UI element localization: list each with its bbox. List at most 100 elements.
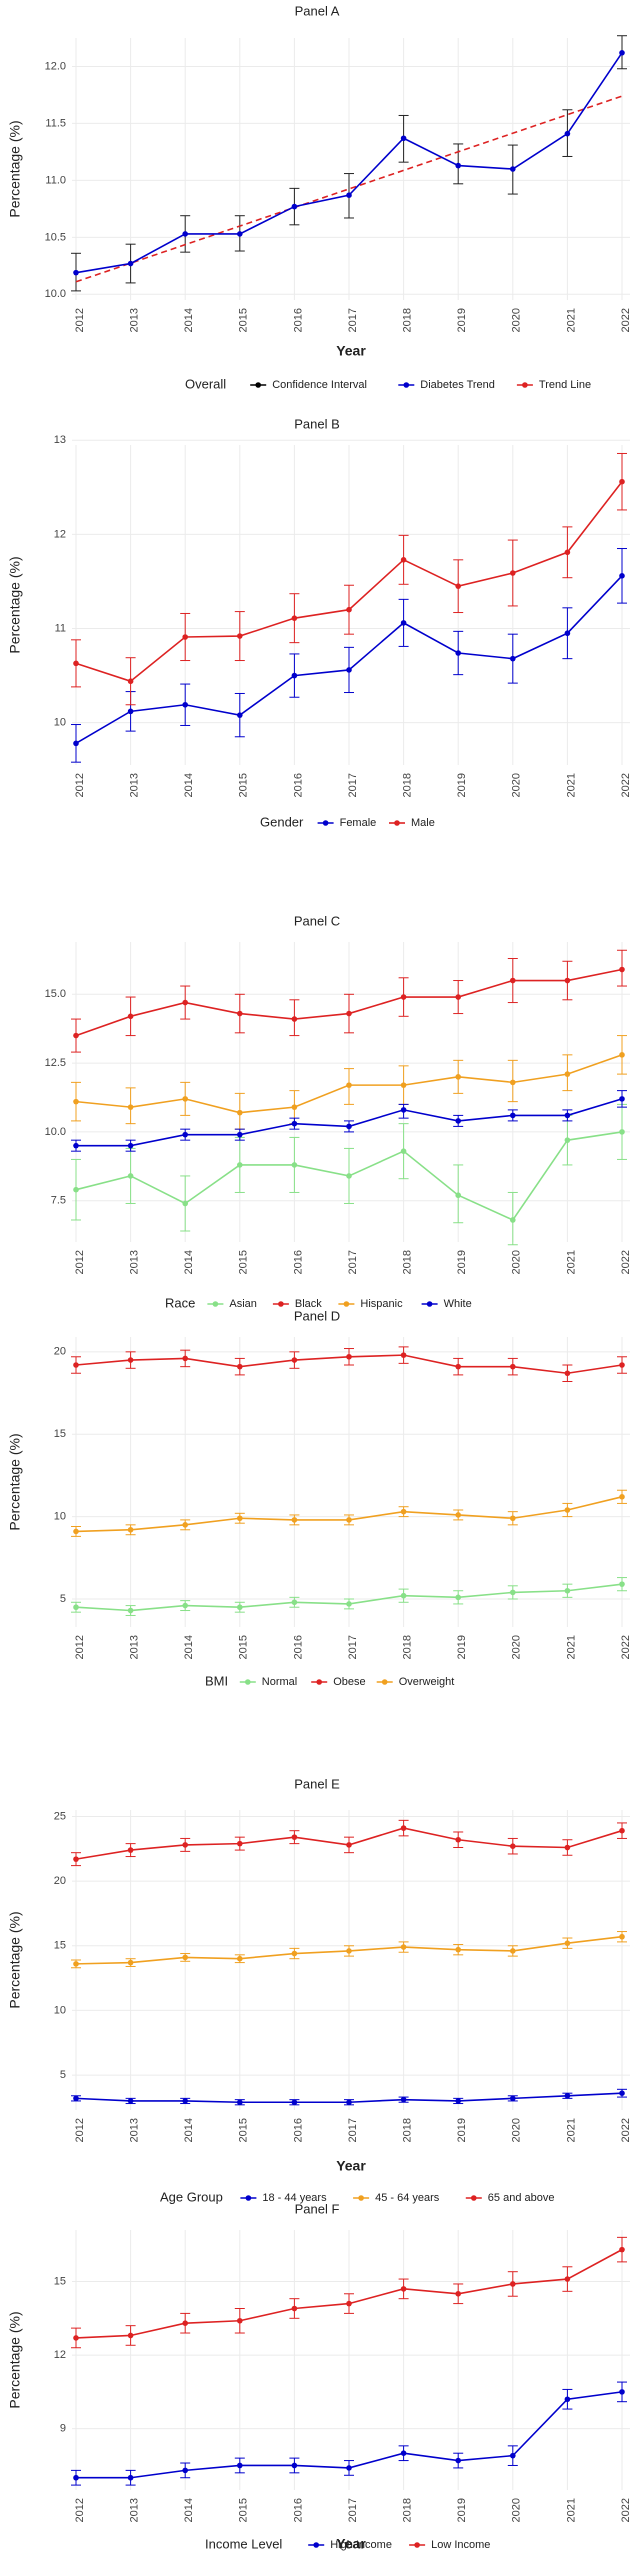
data-point-obese [510, 1363, 516, 1370]
data-point-overweight [400, 1508, 407, 1515]
x-tick-label: 2021 [565, 773, 577, 797]
x-tick-label: 2017 [347, 2118, 359, 2142]
x-axis-label: Year [336, 343, 366, 359]
data-point-low-income [619, 2246, 625, 2253]
data-point-black [291, 1016, 298, 1022]
data-point-65-and-above [127, 1847, 134, 1853]
legend-key-point [403, 382, 410, 388]
panel-5: Panel E 5 10 15 20 25 2012 2013 2014 2015 2016 2017… [7, 1776, 632, 2204]
x-tick-label: 2018 [402, 308, 414, 332]
data-point-normal [564, 1587, 571, 1594]
legend: BMI Normal Obese Overweight [205, 1673, 454, 1688]
data-point-female [237, 712, 243, 718]
y-tick-label: 12.0 [45, 60, 66, 72]
data-point-low-income [237, 2317, 243, 2324]
legend: Race Asian Black Hispanic White [165, 1295, 472, 1310]
data-point-hispanic [455, 1074, 462, 1080]
x-tick-label: 2015 [238, 1635, 250, 1659]
x-tick-label: 2019 [456, 308, 468, 332]
x-tick-label: 2015 [238, 1250, 250, 1274]
data-point-65-and-above [237, 1840, 243, 1847]
y-tick-label: 11 [55, 622, 66, 634]
data-point-low-income [510, 2281, 516, 2287]
x-tick-label: 2016 [292, 308, 304, 332]
data-point-diabetes-trend [127, 260, 134, 267]
panel-title: Panel A [295, 3, 340, 18]
data-point-white [400, 1107, 407, 1113]
trend-line [75, 95, 623, 283]
x-tick-label: 2014 [183, 2118, 195, 2142]
legend-label: Normal [262, 1676, 297, 1688]
data-point-male [182, 634, 188, 640]
legend-key-point [343, 1301, 350, 1307]
x-tick-label: 2016 [292, 1635, 304, 1659]
data-point-hispanic [564, 1071, 571, 1077]
data-point-18-44-years [619, 2090, 625, 2096]
legend-title: Income Level [205, 2536, 282, 2551]
y-tick-label: 5 [60, 2069, 66, 2081]
x-tick-label: 2014 [183, 2498, 195, 2522]
data-point-65-and-above [455, 1836, 462, 1843]
legend-title: Overall [185, 376, 226, 391]
data-point-65-and-above [400, 1825, 407, 1831]
y-tick-label: 12.5 [45, 1057, 66, 1069]
legend-key-point [394, 820, 400, 826]
data-point-obese [619, 1362, 625, 1368]
data-point-female [510, 655, 516, 662]
x-tick-label: 2012 [74, 1635, 86, 1659]
data-point-female [564, 630, 571, 637]
panel-title: Panel E [294, 1776, 340, 1791]
data-point-45-64-years [237, 1955, 243, 1962]
data-point-female [182, 701, 188, 708]
x-tick-label: 2022 [620, 1635, 632, 1659]
x-tick-label: 2013 [129, 773, 141, 797]
data-point-low-income [346, 2300, 352, 2307]
data-point-low-income [400, 2286, 407, 2292]
data-point-45-64-years [291, 1950, 298, 1957]
data-point-normal [73, 1604, 79, 1611]
data-point-male [455, 583, 462, 589]
y-axis-label: Percentage (%) [7, 120, 23, 217]
data-point-obese [564, 1370, 571, 1377]
data-point-normal [182, 1602, 188, 1609]
data-point-male [346, 606, 352, 613]
panel-title: Panel B [294, 416, 340, 431]
x-tick-label: 2019 [456, 773, 468, 797]
data-point-black [346, 1010, 352, 1017]
data-point-female [73, 740, 79, 747]
data-point-obese [182, 1355, 188, 1362]
x-tick-label: 2012 [74, 2118, 86, 2142]
data-point-hispanic [619, 1052, 625, 1058]
x-tick-label: 2021 [565, 308, 577, 332]
data-point-hispanic [291, 1104, 298, 1110]
x-tick-label: 2020 [511, 2498, 523, 2522]
y-tick-label: 12 [54, 2349, 66, 2361]
data-point-hispanic [182, 1096, 188, 1102]
panel-6: Panel F 9 12 15 2012 2013 2014 2015 2016 2017 2018… [7, 2201, 632, 2551]
legend-key-point [426, 1301, 433, 1307]
data-point-18-44-years [291, 2099, 298, 2106]
x-tick-label: 2018 [402, 1250, 414, 1274]
data-point-18-44-years [346, 2099, 352, 2106]
data-point-overweight [291, 1517, 298, 1523]
data-point-black [237, 1010, 243, 1017]
data-point-65-and-above [564, 1844, 571, 1851]
data-point-normal [127, 1607, 134, 1614]
data-point-45-64-years [455, 1946, 462, 1953]
x-tick-label: 2020 [511, 773, 523, 797]
data-point-diabetes-trend [564, 130, 571, 137]
x-tick-label: 2013 [129, 2118, 141, 2142]
data-point-diabetes-trend [237, 231, 243, 237]
data-point-45-64-years [619, 1933, 625, 1940]
x-tick-label: 2014 [183, 1250, 195, 1274]
x-tick-label: 2014 [183, 308, 195, 332]
data-point-asian [182, 1200, 188, 1207]
panel-3: Panel C 7.5 10.0 12.5 15.0 2012 2013 2014 2015 20… [45, 913, 632, 1310]
legend-label: Black [295, 1298, 322, 1310]
x-tick-label: 2017 [347, 1250, 359, 1274]
data-point-obese [455, 1363, 462, 1370]
data-point-high-income [619, 2389, 625, 2395]
data-point-hispanic [400, 1082, 407, 1088]
data-point-low-income [291, 2305, 298, 2312]
